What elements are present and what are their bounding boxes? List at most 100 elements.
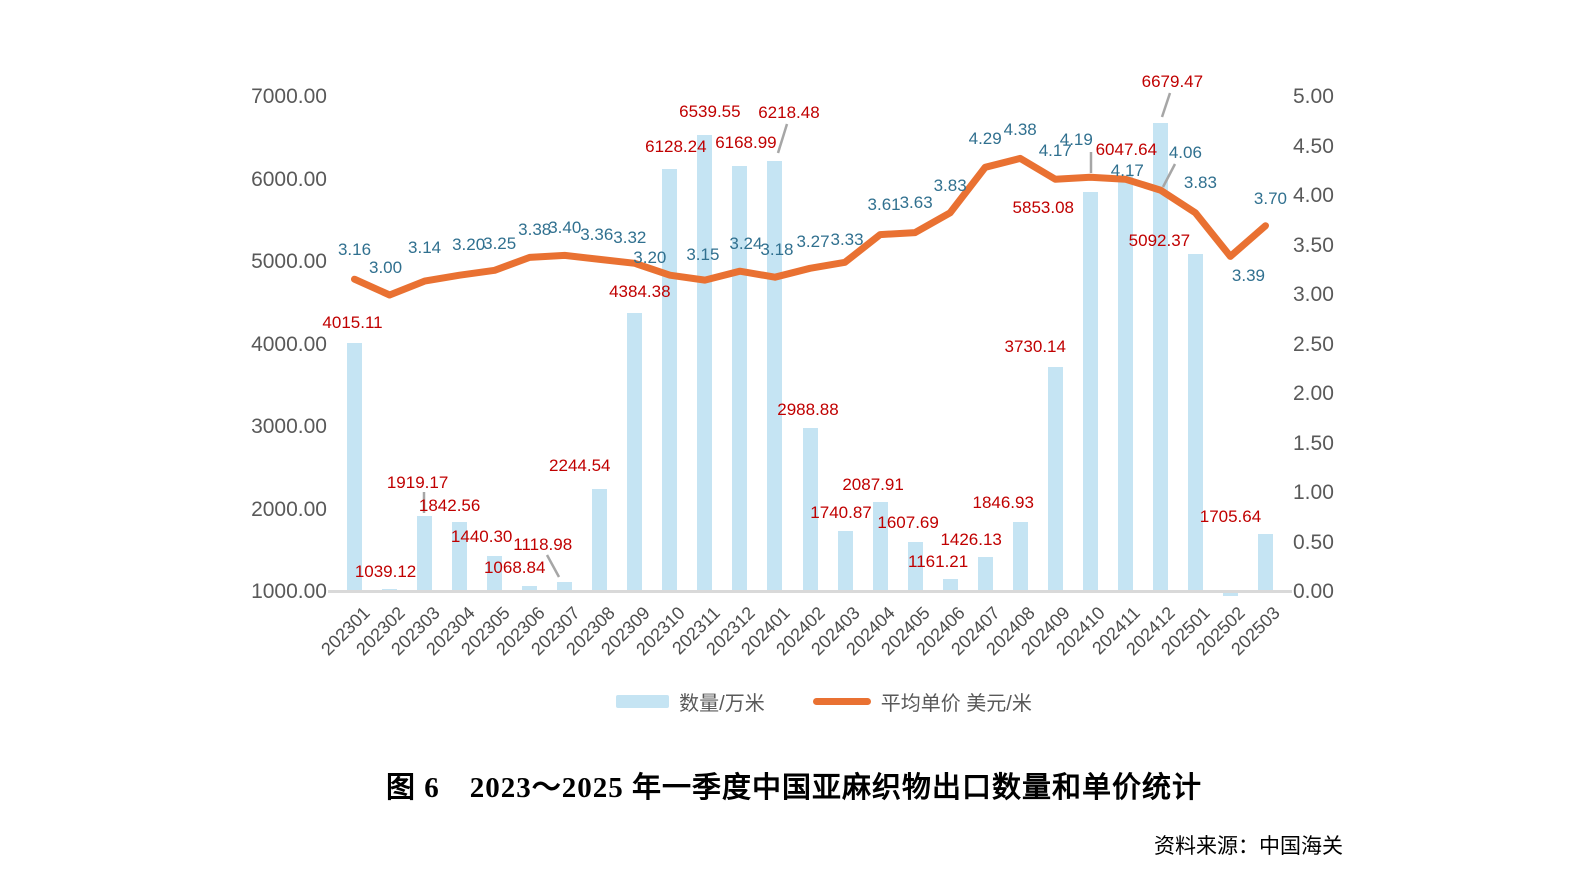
legend-line-label: 平均单价 美元/米 xyxy=(880,693,1032,715)
bar-label-202310: 6128.24 xyxy=(645,136,707,156)
bar-202401 xyxy=(767,161,783,592)
bar-label-202411: 6047.64 xyxy=(1095,139,1158,159)
line-label-202408: 4.38 xyxy=(1003,120,1037,140)
bar-202304 xyxy=(452,522,468,592)
bar-202409 xyxy=(1047,366,1063,592)
price-line xyxy=(351,154,1269,299)
line-label-202311: 3.15 xyxy=(686,245,720,265)
right-axis-tick-0.00: 0.00 xyxy=(1293,580,1334,603)
line-label-202309: 3.32 xyxy=(613,228,647,248)
line-label-202304: 3.20 xyxy=(452,235,486,255)
line-label-202308: 3.36 xyxy=(580,225,614,245)
line-label-202307: 3.40 xyxy=(548,218,582,238)
line-label-202402: 3.27 xyxy=(796,232,830,252)
x-axis-line xyxy=(328,590,1292,593)
line-label-202301: 3.16 xyxy=(337,240,372,260)
bar-202301 xyxy=(347,343,363,592)
left-axis-tick-3000.00: 3000.00 xyxy=(251,415,327,438)
leader-line-2 xyxy=(776,123,789,154)
line-label-202303: 3.14 xyxy=(408,238,442,258)
bar-label-202409: 3730.14 xyxy=(1004,336,1066,356)
bar-label-202407: 1426.13 xyxy=(940,529,1002,549)
leader-line-3 xyxy=(1160,92,1172,118)
line-label-202305: 3.25 xyxy=(483,234,517,254)
bar-202408 xyxy=(1012,522,1028,592)
bar-label-202503: 1705.64 xyxy=(1199,506,1262,526)
bar-label-202404: 2087.91 xyxy=(842,475,904,495)
line-label-202403: 3.33 xyxy=(830,230,864,250)
bar-label-202408: 1846.93 xyxy=(972,493,1034,513)
line-label-202410: 4.19 xyxy=(1059,130,1093,150)
leader-line-5 xyxy=(1161,163,1177,188)
right-axis-tick-1.50: 1.50 xyxy=(1293,431,1334,455)
right-axis-tick-1.00: 1.00 xyxy=(1293,481,1334,504)
line-label-202412: 4.06 xyxy=(1168,143,1202,163)
bar-202307 xyxy=(557,582,573,592)
line-label-202306: 3.38 xyxy=(518,220,552,240)
bar-202402 xyxy=(802,427,818,592)
legend-line-swatch-icon xyxy=(812,698,871,705)
bar-202412 xyxy=(1152,123,1168,592)
bar-202308 xyxy=(592,489,608,592)
line-label-202407: 4.29 xyxy=(968,129,1002,149)
line-label-202409: 4.17 xyxy=(1038,141,1072,161)
legend: 数量/万米 平均单价 美元/米 xyxy=(0,687,1588,716)
bar-label-202305: 1440.30 xyxy=(450,526,513,546)
line-label-202502: 3.39 xyxy=(1231,266,1265,286)
line-label-202302: 3.00 xyxy=(369,258,403,277)
left-axis-tick-6000.00: 6000.00 xyxy=(251,167,327,191)
line-label-202401: 3.18 xyxy=(760,240,794,260)
bar-202407 xyxy=(977,556,993,592)
right-axis-tick-4.00: 4.00 xyxy=(1293,184,1334,207)
figure-caption: 图 6 2023～2025 年一季度中国亚麻织物出口数量和单价统计 xyxy=(385,772,1202,804)
bar-202305 xyxy=(487,555,503,592)
right-axis-tick-0.50: 0.50 xyxy=(1293,530,1334,554)
bar-202410 xyxy=(1082,191,1098,592)
right-axis-tick-3.50: 3.50 xyxy=(1293,233,1334,257)
bar-202502 xyxy=(1222,592,1238,596)
bar-label-202403: 1740.87 xyxy=(810,502,872,522)
legend-bar-swatch-icon xyxy=(616,695,670,708)
left-axis-tick-5000.00: 5000.00 xyxy=(251,250,327,273)
bar-label-202401: 6218.48 xyxy=(758,103,820,123)
left-axis-tick-2000.00: 2000.00 xyxy=(251,497,327,521)
bar-label-202311: 6539.55 xyxy=(679,101,741,121)
bar-202503 xyxy=(1257,533,1273,592)
right-axis-tick-2.00: 2.00 xyxy=(1293,382,1334,405)
line-label-202411: 4.17 xyxy=(1110,161,1144,181)
bar-label-202412: 6679.47 xyxy=(1141,72,1204,92)
bar-202404 xyxy=(872,502,888,592)
line-label-202501: 3.83 xyxy=(1183,172,1217,192)
bar-label-202306: 1068.84 xyxy=(483,558,546,578)
right-axis-tick-4.50: 4.50 xyxy=(1293,134,1334,158)
bar-label-202307: 1118.98 xyxy=(513,535,573,555)
leader-line-1 xyxy=(545,554,561,578)
bar-label-202301: 4015.11 xyxy=(322,313,383,333)
bar-label-202410: 5853.08 xyxy=(1012,197,1074,217)
bar-label-202303: 1919.17 xyxy=(386,473,449,493)
series-layer xyxy=(351,92,1269,578)
bar-202406 xyxy=(942,578,958,592)
bar-202405 xyxy=(907,541,923,592)
bar-202306 xyxy=(522,586,538,592)
line-label-202404: 3.61 xyxy=(867,194,901,214)
bar-label-202405: 1607.69 xyxy=(877,512,939,532)
bar-label-202402: 2988.88 xyxy=(777,399,839,419)
left-axis-tick-1000.00: 1000.00 xyxy=(251,580,327,603)
bar-label-202308: 2244.54 xyxy=(549,456,611,476)
line-label-202312: 3.24 xyxy=(729,234,763,254)
bar-label-202406: 1161.21 xyxy=(908,551,969,571)
bar-202501 xyxy=(1187,254,1203,592)
left-axis-tick-7000.00: 7000.00 xyxy=(251,85,327,108)
bar-label-202304: 1842.56 xyxy=(418,496,481,516)
bar-label-202302: 1039.12 xyxy=(354,561,417,581)
line-label-202310: 3.20 xyxy=(633,248,667,268)
bar-label-202309: 4384.38 xyxy=(609,281,671,301)
line-label-202405: 3.63 xyxy=(899,192,933,212)
bar-202411 xyxy=(1117,175,1133,592)
plot-area: 4015.11 1039.12 1919.17 1842.56 1440.30 1068.… xyxy=(317,72,1292,659)
right-axis-tick-3.00: 3.00 xyxy=(1293,283,1334,306)
right-axis-tick-5.00: 5.00 xyxy=(1293,85,1334,108)
bar-label-202501: 5092.37 xyxy=(1128,231,1191,251)
bar-202403 xyxy=(837,530,853,592)
